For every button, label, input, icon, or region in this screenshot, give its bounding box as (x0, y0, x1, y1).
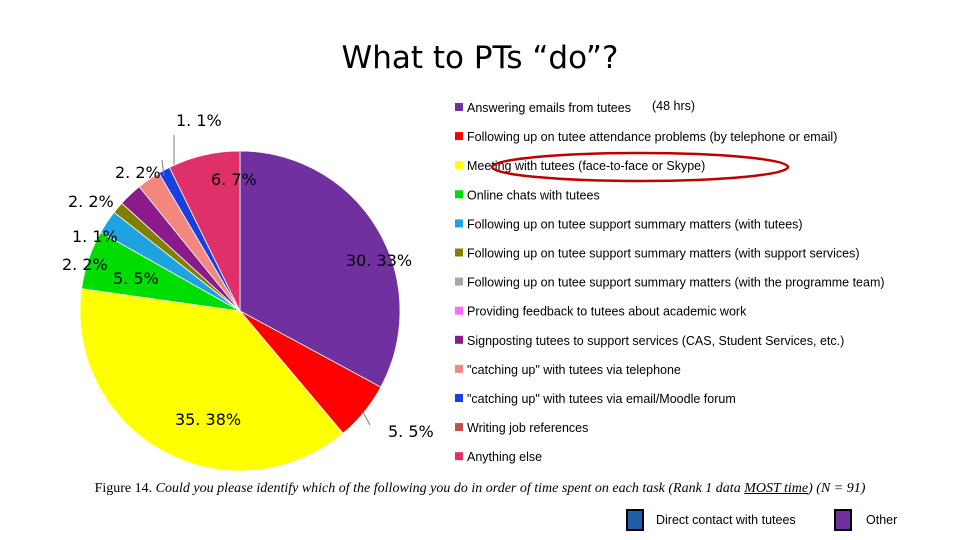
direct-contact-label: Direct contact with tutees (656, 513, 796, 527)
slice-value-label: 30. 33% (346, 251, 412, 270)
legend-swatch (455, 277, 463, 286)
legend-entry: Following up on tutee support summary ma… (467, 217, 803, 231)
legend: Answering emails from tutees Following up… (455, 101, 885, 464)
legend-entry: Following up on tutee attendance problem… (467, 130, 837, 144)
pie-slice (168, 150, 241, 312)
figure-caption: Figure 14. Could you please identify whi… (0, 481, 960, 497)
slice-value-label: 2. 2% (115, 163, 161, 182)
legend-swatch (455, 161, 463, 170)
slice-value-label: 5. 5% (388, 422, 434, 441)
pie-slice (239, 150, 401, 388)
legend-entry: "catching up" with tutees via telephone (467, 363, 681, 377)
highlight-ellipse (490, 151, 790, 183)
legend-entry: Online chats with tutees (467, 188, 600, 202)
slice-value-label: 35. 38% (175, 410, 241, 429)
legend-entry: Signposting tutees to support services (… (467, 334, 844, 348)
slice-value-label: 1. 1% (72, 227, 118, 246)
legend-swatch (455, 364, 463, 373)
legend-swatch (455, 132, 463, 141)
legend-swatch (455, 190, 463, 199)
data-labels: 30. 33%5. 5%35. 38%5. 5%2. 2%1. 1%2. 2%2… (62, 111, 434, 441)
slice-value-label: 5. 5% (113, 269, 159, 288)
pie-slices (79, 150, 401, 472)
pie-slice (79, 288, 344, 472)
legend-entry: Following up on tutee support summary ma… (467, 276, 885, 290)
legend-swatch (455, 335, 463, 344)
legend-entry: Answering emails from tutees (467, 101, 631, 115)
leader-lines (161, 135, 371, 426)
caption-text-end: ) (N = 91) (808, 481, 866, 496)
legend-entry: Anything else (467, 450, 542, 464)
caption-emphasis: MOST time (744, 481, 809, 496)
legend-note: (48 hrs) (652, 99, 695, 113)
slice-value-label: 2. 2% (68, 192, 114, 211)
slice-value-label: 6. 7% (211, 170, 257, 189)
legend-swatch (455, 219, 463, 228)
caption-text: Could you please identify which of the f… (152, 481, 745, 496)
leader-line (161, 159, 165, 177)
legend-entry: Providing feedback to tutees about acade… (467, 305, 747, 319)
legend-entry: "catching up" with tutees via email/Mood… (467, 392, 736, 406)
legend-swatch (455, 306, 463, 315)
other-swatch (834, 509, 852, 531)
legend-swatch (455, 423, 463, 432)
legend-swatch (455, 394, 463, 402)
caption-prefix: Figure 14. (94, 481, 153, 496)
chart-title: What to PTs “do”? (341, 40, 619, 76)
legend-swatch (455, 103, 463, 111)
legend-swatch (455, 248, 463, 257)
slice-value-label: 2. 2% (62, 255, 108, 274)
legend-entry: Writing job references (467, 421, 588, 435)
legend-swatch (455, 452, 463, 461)
other-label: Other (866, 513, 898, 527)
direct-contact-swatch (626, 509, 644, 531)
slice-value-label: 1. 1% (176, 111, 222, 130)
legend-entry: Meeting with tutees (face-to-face or Sky… (467, 159, 705, 173)
legend-entry: Following up on tutee support summary ma… (467, 247, 860, 261)
leader-line (362, 411, 371, 426)
